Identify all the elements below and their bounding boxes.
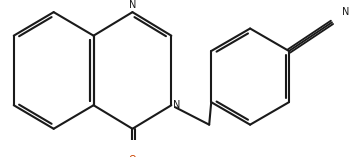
Text: O: O bbox=[129, 155, 136, 157]
Text: N: N bbox=[342, 7, 349, 17]
Text: N: N bbox=[129, 0, 136, 10]
Text: N: N bbox=[173, 100, 180, 110]
